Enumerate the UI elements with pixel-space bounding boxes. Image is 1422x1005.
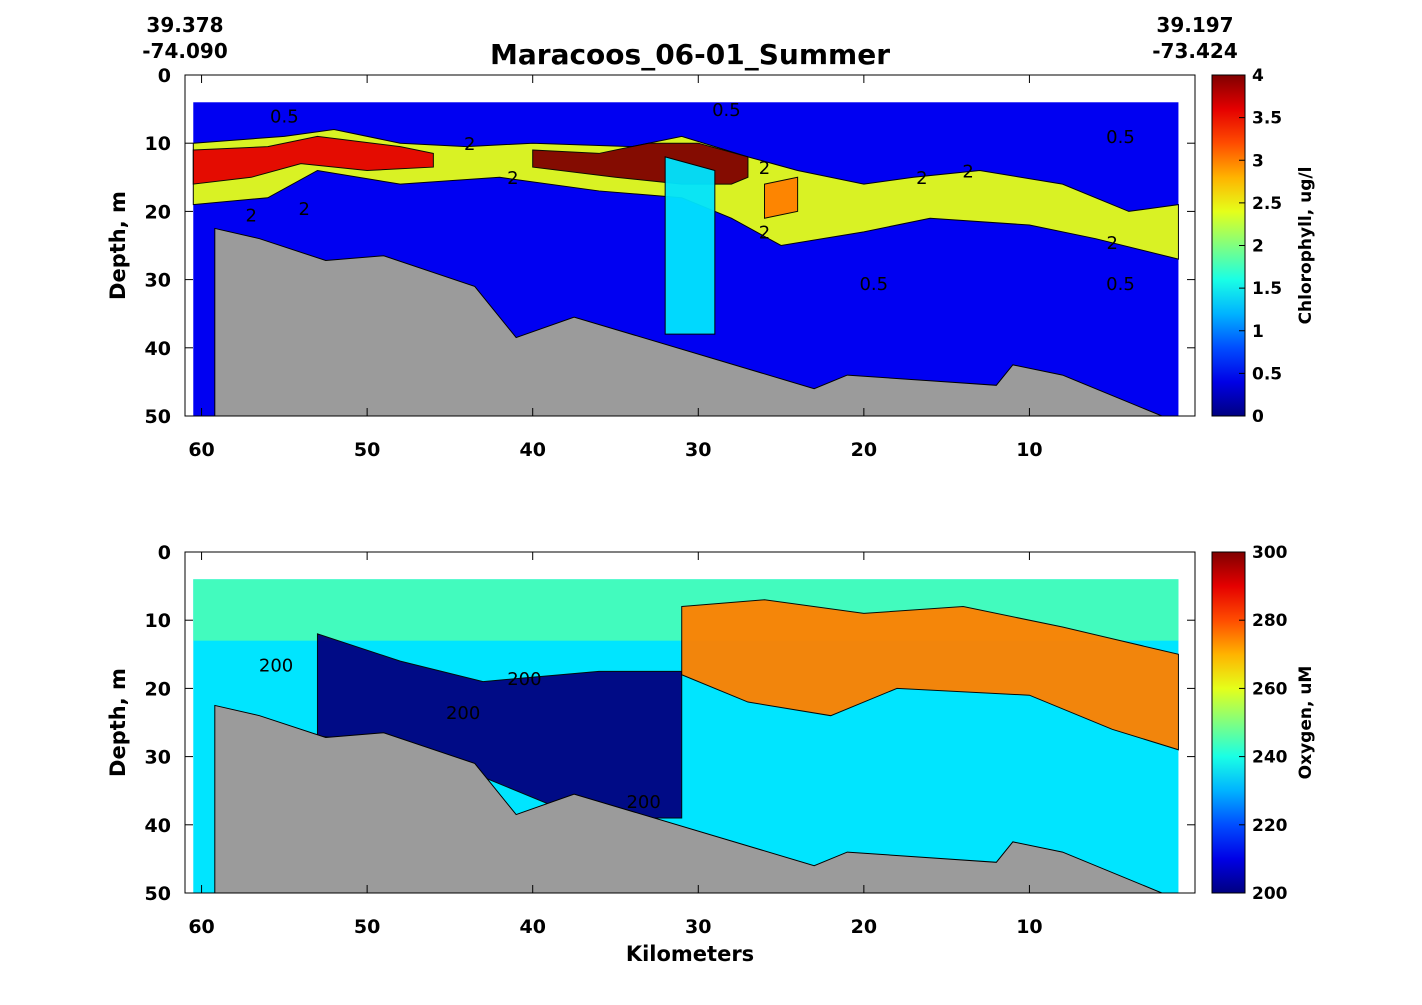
y-tick-label: 40 (145, 815, 171, 837)
y-tick-label: 50 (145, 406, 171, 428)
contour-label: 200 (507, 669, 541, 690)
contour-label: 2 (759, 223, 770, 244)
chlorophyll-core-west (192, 135, 434, 185)
axes-frame (184, 551, 1196, 894)
contour-label: 0.5 (1106, 274, 1135, 295)
contour-label: 2 (759, 158, 770, 179)
colorbar-tick-label: 260 (1252, 679, 1288, 699)
x-tick-label: 50 (354, 439, 380, 461)
x-tick-label: 20 (851, 916, 877, 938)
x-tick-label: 10 (1016, 916, 1042, 938)
figure-title: Maracoos_06-01_Summer (490, 38, 890, 71)
end-longitude: -73.424 (1152, 39, 1237, 63)
x-tick-label: 60 (188, 439, 214, 461)
start-latitude: 39.378 (146, 13, 223, 37)
oxygen-panel: 200 200 200 200 60 50 40 30 20 10 0 10 20 30 40 50 Depth… (106, 542, 1316, 938)
colorbar-tick-label: 3 (1252, 151, 1264, 171)
y-tick-label: 20 (145, 201, 171, 223)
contour-label: 2 (916, 168, 927, 189)
chlorophyll-core-east (764, 176, 799, 219)
x-axis-label: Kilometers (626, 942, 754, 966)
plot-area (192, 102, 1179, 416)
y-axis-label: Depth, m (106, 191, 130, 300)
x-tick-label: 20 (851, 439, 877, 461)
chlorophyll-panel: 0.5 0.50.50.5 0.522 222 222 260 50 40 30 20 100102… (106, 65, 1316, 461)
colorbar-tick-label: 200 (1252, 884, 1288, 904)
y-tick-label: 30 (145, 747, 171, 769)
contour-label: 0.5 (859, 274, 888, 295)
chlorophyll-middle-column (664, 156, 716, 335)
y-tick-label: 0 (158, 65, 171, 87)
y-tick-label: 10 (145, 133, 171, 155)
colorbar-tick-label: 300 (1252, 543, 1288, 563)
contour-label: 200 (446, 703, 480, 724)
end-latitude: 39.197 (1156, 13, 1233, 37)
bathymetry (214, 227, 1163, 416)
contour-label: 200 (259, 655, 293, 676)
contour-label: 0.5 (270, 107, 299, 128)
contour-label: 2 (464, 134, 475, 155)
colorbar-tick-label: 1.5 (1252, 279, 1282, 299)
colorbar (1211, 551, 1246, 894)
x-tick-label: 30 (685, 439, 711, 461)
y-tick-label: 10 (145, 610, 171, 632)
colorbar-tick-label: 240 (1252, 748, 1288, 768)
contour-label: 0.5 (712, 100, 741, 121)
plot-area (193, 579, 1179, 893)
y-tick-label: 30 (145, 270, 171, 292)
y-tick-label: 20 (145, 678, 171, 700)
colorbar-tick-label: 4 (1252, 66, 1264, 86)
contour-label: 0.5 (1106, 127, 1135, 148)
x-tick-label: 60 (188, 916, 214, 938)
bathymetry (214, 704, 1163, 893)
colorbar-tick-label: 0 (1252, 407, 1264, 427)
x-tick-label: 40 (519, 916, 545, 938)
x-tick-label: 40 (519, 439, 545, 461)
colorbar-tick-label: 1 (1252, 322, 1264, 342)
colorbar-tick-label: 3.5 (1252, 109, 1282, 129)
contour-label: 2 (246, 206, 257, 227)
axes-frame (184, 74, 1196, 417)
start-longitude: -74.090 (142, 39, 227, 63)
x-tick-label: 10 (1016, 439, 1042, 461)
contour-label: 2 (962, 161, 973, 182)
x-tick-label: 30 (685, 916, 711, 938)
y-tick-label: 50 (145, 883, 171, 905)
contour-label: 2 (298, 199, 309, 220)
colorbar-tick-label: 220 (1252, 816, 1288, 836)
contour-label: 2 (507, 168, 518, 189)
colorbar-tick-label: 280 (1252, 611, 1288, 631)
contour-label: 2 (1106, 233, 1117, 254)
colorbar-tick-label: 0.5 (1252, 364, 1282, 384)
y-tick-label: 40 (145, 338, 171, 360)
colorbar-label: Oxygen, uM (1296, 666, 1316, 780)
contour-label: 200 (626, 792, 660, 813)
y-tick-label: 0 (158, 542, 171, 564)
colorbar-tick-label: 2.5 (1252, 194, 1282, 214)
colorbar-tick-label: 2 (1252, 237, 1264, 257)
colorbar-label: Chlorophyll, ug/l (1296, 167, 1316, 325)
x-tick-label: 50 (354, 916, 380, 938)
oxygen-high-layer (681, 599, 1179, 751)
y-axis-label: Depth, m (106, 668, 130, 777)
